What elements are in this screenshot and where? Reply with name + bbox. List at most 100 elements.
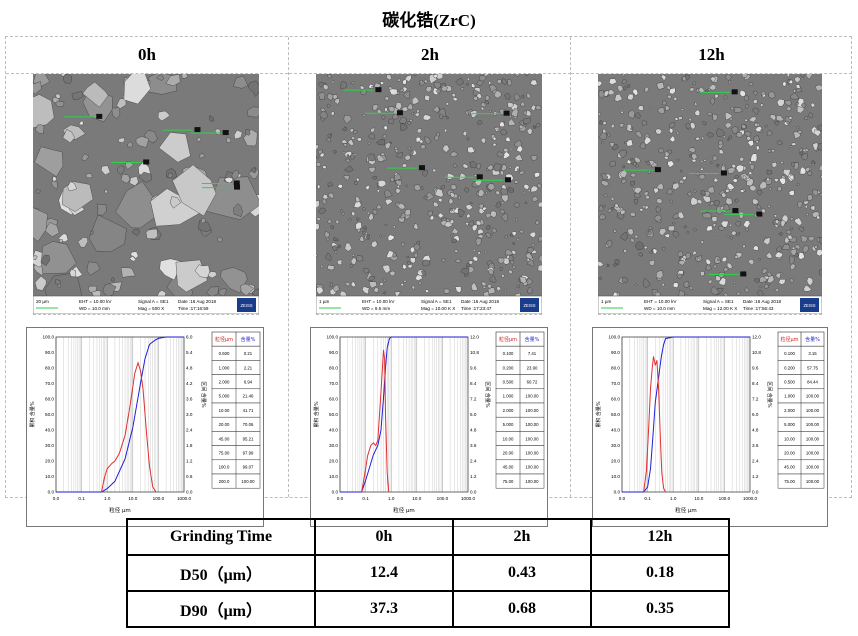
psd-left-tick: 30.0: [45, 443, 54, 448]
measurement-marker: [143, 159, 150, 165]
psd-table-row: 0.100 7.41: [495, 345, 545, 361]
zeiss-logo: [800, 298, 819, 312]
sem-date: Date :16 Aug 2018: [178, 299, 217, 304]
psd-left-tick: 0.0: [48, 490, 55, 495]
psd-right-axis-label: 区间 含量%: [200, 381, 207, 408]
psd-left-tick: 10.0: [45, 474, 54, 479]
psd-table-size: 1.000: [784, 394, 795, 399]
psd-left-tick: 40.0: [611, 428, 620, 433]
psd-left-tick: 0.0: [614, 490, 621, 495]
psd-table-head-content: 含量%: [805, 336, 820, 343]
results-row-d90: D90（μm） 37.3 0.68 0.35: [126, 590, 730, 628]
sem-eht: EHT = 10.00 kV: [644, 299, 677, 304]
psd-table-size: 1.000: [219, 365, 230, 370]
measurement-marker: [375, 87, 382, 93]
psd-right-tick: 1.2: [186, 459, 193, 464]
psd-table-row: 2.000 100.00: [495, 402, 545, 418]
measurement-marker: [732, 208, 739, 214]
sem-scale-label: 1 µm: [319, 299, 329, 304]
psd-right-tick: 0.0: [470, 490, 477, 495]
psd-table-content: 100.00: [806, 465, 820, 470]
psd-table-content: 0.21: [244, 351, 253, 356]
psd-left-tick: 80.0: [329, 366, 338, 371]
psd-table-row: 1.000 100.00: [495, 388, 545, 404]
sem-wd: WD = 10.0 mm: [79, 306, 110, 311]
psd-table-size: 45.00: [503, 465, 514, 470]
results-cell: 0.43: [452, 554, 592, 592]
psd-table-content: 6.94: [244, 380, 253, 385]
psd-table-row: 0.200 57.75: [777, 360, 825, 375]
psd-left-tick: 100.0: [609, 335, 621, 340]
column-header-12h: 12h: [571, 37, 852, 74]
sem-mag: Mag = 500 X: [138, 306, 164, 311]
psd-data-table: 粒径µm 含量% 0.100 7.41 0.200 23.90 0.500 60.72 1.00…: [495, 331, 545, 489]
psd-left-tick: 80.0: [611, 366, 620, 371]
psd-right-tick: 6.0: [752, 412, 759, 417]
sem-particles: [316, 74, 542, 301]
psd-table-head-content: 含量%: [525, 336, 540, 343]
psd-table-size: 100.0: [219, 465, 230, 470]
psd-table-size: 20.00: [219, 422, 230, 427]
psd-table-row: 10.00 41.71: [211, 402, 261, 418]
psd-right-tick: 0.0: [752, 490, 759, 495]
psd-table-size: 1.000: [503, 394, 514, 399]
psd-table-content: 97.99: [243, 451, 254, 456]
psd-left-tick: 60.0: [611, 397, 620, 402]
psd-left-tick: 100.0: [43, 335, 55, 340]
sem-signal: Signal A = SE1: [421, 299, 452, 304]
measurement-marker: [418, 165, 425, 171]
psd-table-content: 21.46: [243, 394, 254, 399]
psd-table-size: 5.000: [503, 422, 514, 427]
psd-right-tick: 6.0: [470, 412, 477, 417]
psd-table-size: 2.000: [219, 380, 230, 385]
psd-table-size: 45.00: [784, 465, 795, 470]
psd-x-tick: 1000.0: [177, 496, 191, 501]
psd-left-tick: 70.0: [45, 381, 54, 386]
psd-table-head-size: 粒径µm: [215, 336, 233, 343]
psd-x-tick: 0.0: [337, 496, 344, 501]
psd-data-table: 粒径µm 含量% 0.100 3.15 0.200 57.75 0.500 84.44 1.00…: [777, 331, 825, 489]
results-header-cell: 2h: [452, 518, 592, 556]
psd-x-tick: 1000.0: [743, 496, 757, 501]
psd-table-row: 200.0 100.00: [211, 473, 261, 489]
psd-x-tick: 0.1: [362, 496, 369, 501]
psd-table-size: 0.200: [503, 365, 514, 370]
sem-image-2h: 1 µm EHT = 10.00 kV WD = 9.5 mm Signal A = …: [316, 74, 542, 315]
psd-table-content: 7.41: [528, 351, 537, 356]
psd-right-tick: 1.2: [752, 474, 759, 479]
psd-table-row: 45.00 95.21: [211, 431, 261, 446]
psd-table-size: 2.000: [503, 408, 514, 413]
results-cell: 0.18: [590, 554, 730, 592]
psd-table-content: 3.15: [808, 351, 817, 356]
psd-table-size: 20.00: [503, 451, 514, 456]
psd-left-tick: 40.0: [45, 428, 54, 433]
psd-table-head-size: 粒径µm: [780, 336, 798, 343]
sem-wd: WD = 9.5 mm: [362, 306, 390, 311]
sem-scale-label: 20 µm: [36, 299, 49, 304]
measurement-marker: [740, 271, 747, 277]
measurement-marker: [654, 167, 661, 173]
sem-eht: EHT = 10.00 kV: [362, 299, 395, 304]
psd-table-size: 2.000: [784, 408, 795, 413]
psd-left-tick: 20.0: [329, 459, 338, 464]
psd-table-row: 20.00 100.00: [777, 445, 825, 461]
results-cell: 12.4: [314, 554, 454, 592]
psd-left-tick: 50.0: [611, 412, 620, 417]
sem-info-bar-bg: [33, 295, 259, 314]
measurement-marker: [222, 130, 229, 136]
psd-table-content: 60.72: [527, 380, 538, 385]
psd-left-tick: 10.0: [329, 474, 338, 479]
psd-x-label: 粒径 µm: [109, 506, 131, 514]
page-title: 碳化锆(ZrC): [382, 11, 476, 30]
psd-plot-area: [55, 336, 185, 493]
psd-x-label: 粒径 µm: [393, 506, 415, 514]
column-12h: 12h 1 µm EHT = 10.00 kV WD = 10.0 mm Signal…: [570, 37, 852, 527]
column-header-2h: 2h: [289, 37, 571, 74]
measurement-marker: [234, 184, 241, 190]
sem-info-bar: 20 µm EHT = 10.00 kV WD = 10.0 mm Signal A …: [33, 295, 259, 314]
psd-left-tick: 20.0: [611, 459, 620, 464]
psd-table-content: 100.00: [241, 479, 255, 484]
sem-particles: [598, 74, 822, 298]
psd-right-tick: 2.4: [186, 428, 193, 433]
psd-left-tick: 30.0: [329, 443, 338, 448]
